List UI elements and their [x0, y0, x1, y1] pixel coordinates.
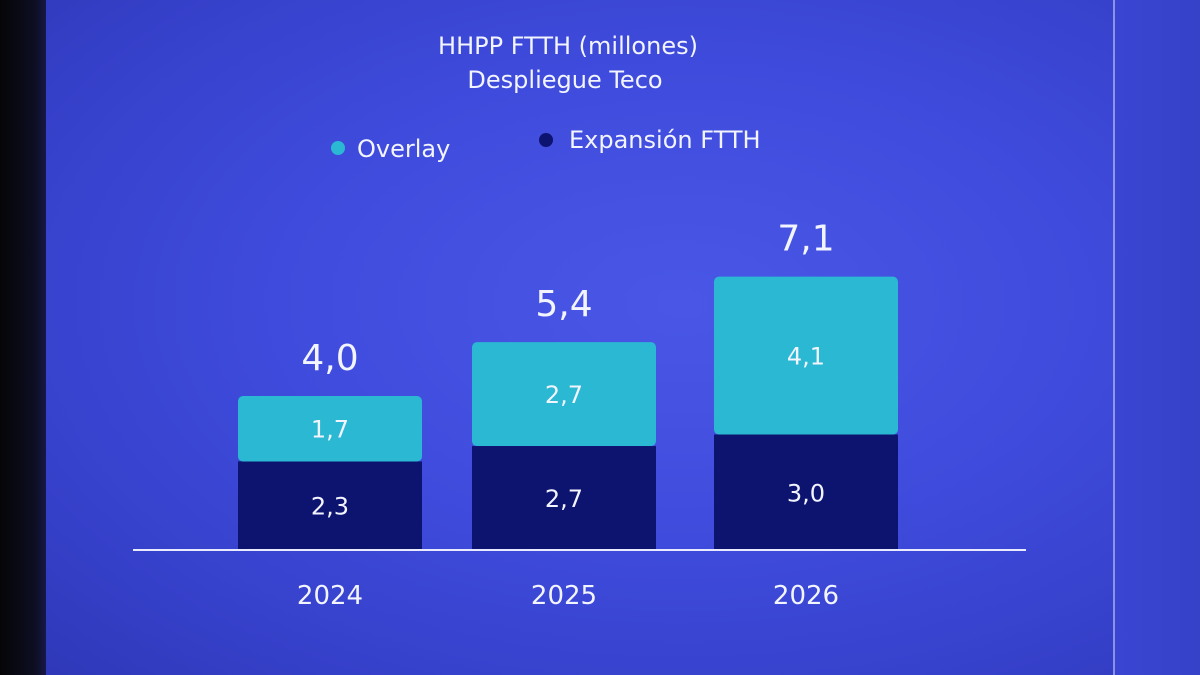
bar-segment-expansi-n-ftth-2026	[714, 434, 898, 550]
segment-value-label: 3,0	[787, 479, 825, 507]
slide-background	[46, 0, 1200, 675]
bar-total-label: 7,1	[777, 219, 834, 260]
bar-segment-expansi-n-ftth-2025	[472, 446, 656, 550]
x-tick-label: 2024	[297, 581, 363, 611]
bar-segment-overlay-2024	[238, 396, 422, 462]
legend-swatch-overlay	[331, 141, 345, 155]
bar-segment-expansi-n-ftth-2024	[238, 461, 422, 550]
screen-edge-line	[1113, 0, 1115, 675]
bar-segment-overlay-2025	[472, 342, 656, 447]
x-tick-label: 2026	[773, 581, 839, 611]
segment-value-label: 2,7	[545, 485, 583, 513]
segment-value-label: 2,3	[311, 493, 349, 521]
segment-value-label: 4,1	[787, 343, 825, 371]
legend-swatch-expansion	[539, 133, 553, 147]
chart-legend: Overlay Expansión FTTH	[331, 126, 761, 163]
screen-right-panel	[1115, 0, 1200, 675]
chart-subtitle: Despliegue Teco	[467, 66, 662, 94]
legend-label-expansion: Expansión FTTH	[569, 126, 761, 154]
bar-total-label: 5,4	[535, 284, 592, 325]
chart-title: HHPP FTTH (millones)	[438, 32, 698, 60]
x-tick-label: 2025	[531, 581, 597, 611]
bar-group: 2,3 1,7 4,0 2024 2,7 2,7 5,4 2025 3,0 4,1 7,1 2026	[238, 219, 898, 611]
segment-value-label: 1,7	[311, 416, 349, 444]
screen-bezel	[0, 0, 50, 675]
segment-value-label: 2,7	[545, 381, 583, 409]
bar-segment-overlay-2026	[714, 276, 898, 435]
legend-label-overlay: Overlay	[357, 135, 450, 163]
bar-total-label: 4,0	[301, 338, 358, 379]
